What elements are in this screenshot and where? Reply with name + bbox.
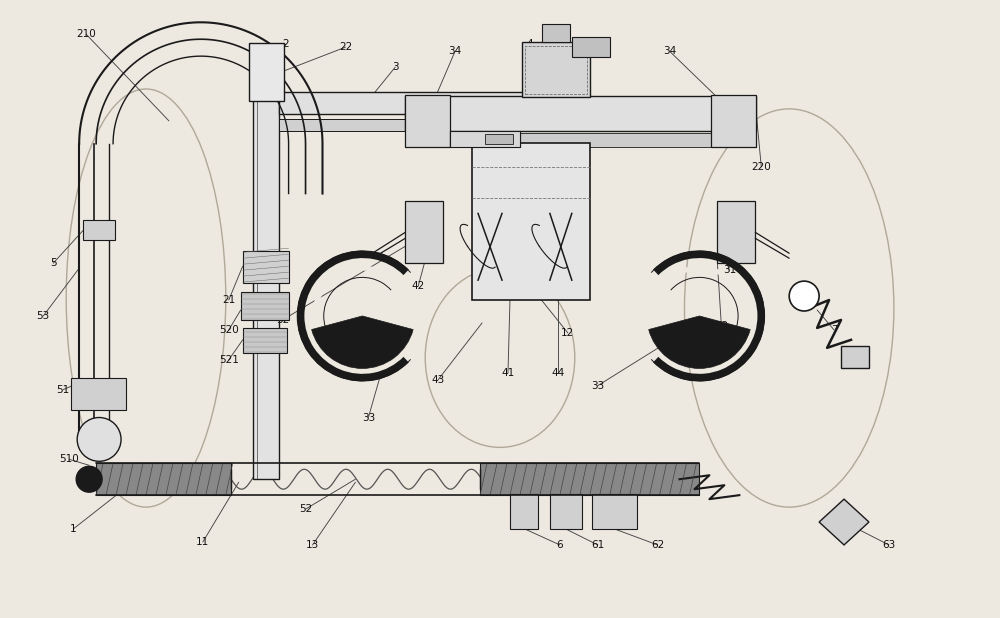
Text: 41: 41 xyxy=(501,368,515,378)
Bar xyxy=(510,494,538,529)
Text: 22: 22 xyxy=(339,42,352,52)
Text: 34: 34 xyxy=(449,46,462,56)
Text: 2: 2 xyxy=(282,39,289,49)
Text: 42: 42 xyxy=(412,281,425,291)
Text: 11: 11 xyxy=(196,537,209,547)
Bar xyxy=(572,37,610,57)
Bar xyxy=(243,252,289,283)
Text: 44: 44 xyxy=(551,368,564,378)
Text: 12: 12 xyxy=(561,328,574,338)
Bar xyxy=(550,494,582,529)
Bar xyxy=(841,346,869,368)
Text: 53: 53 xyxy=(37,311,50,321)
Bar xyxy=(279,119,543,131)
Circle shape xyxy=(76,467,102,492)
Text: 21: 21 xyxy=(222,295,235,305)
Text: 520: 520 xyxy=(219,325,239,335)
Text: 52: 52 xyxy=(299,504,312,514)
Bar xyxy=(83,221,115,240)
Wedge shape xyxy=(312,316,413,368)
Bar xyxy=(450,131,520,146)
Text: 33: 33 xyxy=(591,381,604,391)
Wedge shape xyxy=(649,316,750,368)
Text: 32: 32 xyxy=(715,321,728,331)
Text: 3: 3 xyxy=(392,62,399,72)
Text: 521: 521 xyxy=(219,355,239,365)
Text: 34: 34 xyxy=(663,46,676,56)
Text: 4: 4 xyxy=(527,39,533,49)
Bar xyxy=(241,292,289,320)
Text: 31: 31 xyxy=(723,265,736,275)
Bar xyxy=(480,464,699,495)
Bar xyxy=(279,92,543,114)
Ellipse shape xyxy=(425,268,575,447)
Text: 62: 62 xyxy=(651,540,664,550)
Bar xyxy=(405,201,443,263)
Text: 33: 33 xyxy=(362,412,375,423)
Bar xyxy=(71,378,126,410)
Bar xyxy=(405,96,756,131)
Circle shape xyxy=(77,418,121,461)
Text: 63: 63 xyxy=(882,540,896,550)
Bar xyxy=(405,95,450,146)
Bar xyxy=(711,95,756,146)
Text: 51: 51 xyxy=(57,384,70,395)
Ellipse shape xyxy=(66,89,226,507)
Bar xyxy=(542,24,570,42)
Text: 13: 13 xyxy=(306,540,319,550)
Bar xyxy=(525,46,587,94)
Circle shape xyxy=(789,281,819,311)
Bar xyxy=(405,133,756,146)
Text: 35: 35 xyxy=(583,39,596,49)
Text: 220: 220 xyxy=(751,162,771,172)
Text: 1: 1 xyxy=(70,524,77,534)
Bar xyxy=(485,133,513,144)
Bar xyxy=(249,43,284,101)
Text: 32: 32 xyxy=(276,315,289,325)
Polygon shape xyxy=(819,499,869,545)
Bar xyxy=(717,201,755,263)
Text: 6: 6 xyxy=(557,540,563,550)
Ellipse shape xyxy=(684,109,894,507)
Text: 5: 5 xyxy=(50,258,57,268)
Text: 61: 61 xyxy=(591,540,604,550)
Text: 210: 210 xyxy=(76,29,96,39)
Text: 510: 510 xyxy=(59,454,79,464)
Bar xyxy=(522,42,590,97)
Bar xyxy=(243,328,287,353)
Text: 7: 7 xyxy=(831,325,837,335)
Bar xyxy=(253,46,279,479)
Bar xyxy=(592,494,637,529)
Text: 43: 43 xyxy=(432,375,445,384)
Bar xyxy=(96,464,231,495)
Bar xyxy=(472,143,590,300)
